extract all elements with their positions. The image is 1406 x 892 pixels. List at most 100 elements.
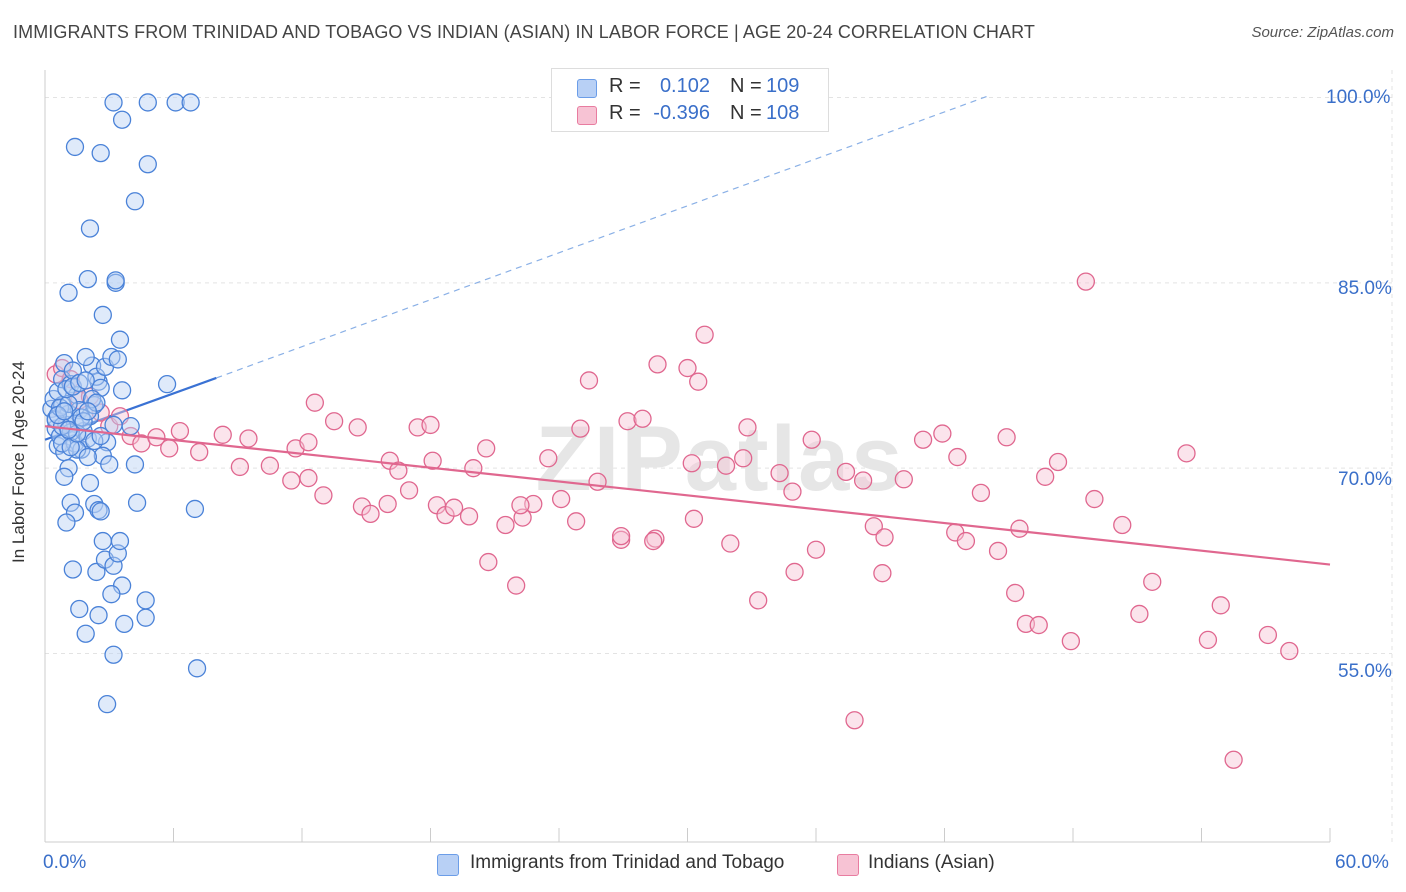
data-point-indian [783, 482, 802, 501]
data-point-trinidad [93, 531, 112, 551]
data-point-indian [988, 541, 1008, 561]
data-point-indian [539, 449, 558, 468]
data-point-trinidad [138, 155, 157, 174]
data-point-trinidad [104, 93, 123, 112]
series-legend-label: Immigrants from Trinidad and Tobago [470, 852, 785, 873]
data-point-indian [1130, 604, 1149, 624]
data-point-trinidad [138, 93, 157, 112]
data-point-indian [299, 468, 318, 488]
data-point-trinidad [108, 350, 127, 369]
y-axis-label: In Labor Force | Age 20-24 [9, 361, 28, 563]
data-point-indian [633, 409, 652, 428]
data-point-indian [644, 531, 663, 551]
data-point-indian [190, 442, 209, 462]
data-point-indian [579, 371, 599, 390]
series-legend-label: Indians (Asian) [868, 852, 995, 873]
data-point-indian [933, 424, 952, 443]
data-point-indian [1113, 515, 1132, 535]
data-point-indian [948, 447, 967, 467]
data-point-indian [864, 517, 883, 536]
series-swatch-blue [437, 854, 459, 876]
data-point-trinidad [78, 269, 97, 289]
data-point-indian [1036, 467, 1055, 486]
data-point-indian [1258, 625, 1278, 645]
series-swatch-pink [837, 854, 859, 876]
legend-r-value: 0.102 [659, 75, 710, 97]
data-point-indian [324, 412, 344, 431]
y-tick-label-85: 85.0% [1338, 278, 1392, 299]
data-point-trinidad [91, 502, 110, 521]
trend-lines [44, 95, 988, 441]
data-point-trinidad [80, 473, 100, 493]
data-point-trinidad [57, 513, 76, 532]
data-point-indian [684, 509, 704, 528]
legend-row-trinidad: R = 0.102 N = 109 [552, 75, 828, 101]
data-point-trinidad [89, 606, 108, 625]
data-point-indian [496, 515, 515, 535]
data-point-indian [459, 507, 479, 526]
data-point-indian [648, 355, 667, 374]
y-tick-label-100: 100.0% [1326, 87, 1391, 108]
data-point-indian [421, 415, 440, 435]
data-point-trinidad [61, 493, 80, 512]
data-point-indian [618, 412, 637, 431]
data-point-indian [695, 325, 714, 344]
legend-r-label: R = [609, 75, 641, 97]
data-point-indian [1211, 596, 1230, 615]
legend-row-indian: R = -0.396 N = 108 [552, 102, 828, 128]
data-point-indian [956, 531, 976, 551]
data-point-trinidad [80, 219, 100, 238]
legend-n-label: N = [730, 102, 762, 124]
data-point-trinidad [63, 560, 82, 579]
data-point-trinidad [76, 371, 95, 390]
data-point-indian [1177, 444, 1196, 463]
data-point-indian [971, 483, 991, 503]
data-point-indian [588, 472, 607, 491]
data-point-indian [1029, 615, 1048, 635]
legend-r-value: -0.396 [653, 102, 710, 124]
data-point-indian [477, 439, 496, 458]
data-point-trinidad [125, 455, 145, 474]
data-point-indian [749, 591, 768, 610]
data-point-indian [423, 451, 442, 470]
data-point-trinidad [136, 608, 155, 627]
data-point-trinidad [76, 347, 95, 367]
data-point-indian [1224, 750, 1243, 769]
data-point-indian [213, 425, 232, 444]
data-point-indian [770, 463, 789, 483]
data-point-indian [314, 486, 333, 505]
data-point-trinidad [125, 192, 145, 211]
data-point-indian [260, 456, 280, 475]
data-point-indian [734, 449, 753, 468]
data-point-indian [299, 433, 318, 452]
data-point-trinidad [136, 591, 155, 610]
data-point-indian [511, 496, 530, 515]
data-point-indian [806, 540, 826, 559]
data-point-indian [785, 562, 804, 582]
legend-n-value: 109 [766, 75, 800, 97]
data-point-trinidad [55, 467, 74, 486]
legend-n-value: 108 [766, 102, 800, 124]
legend-swatch-pink [577, 106, 597, 125]
data-point-indian [1010, 519, 1029, 538]
trend-line-trinidad-extension [216, 95, 988, 379]
source-text: Source: ZipAtlas.com [1251, 24, 1394, 41]
legend-r-label: R = [609, 102, 641, 124]
correlation-legend: R = 0.102 N = 109 R = -0.396 N = 108 [551, 68, 829, 132]
data-point-indian [170, 421, 190, 441]
legend-n-label: N = [730, 75, 762, 97]
data-point-indian [1198, 630, 1218, 650]
data-point-trinidad [181, 93, 200, 112]
data-point-trinidad [91, 143, 110, 163]
data-point-indian [802, 430, 821, 449]
data-point-indian [551, 489, 571, 509]
data-point-trinidad [115, 614, 134, 633]
data-point-trinidad [59, 459, 78, 478]
data-point-indian [845, 711, 864, 730]
data-point-indian [894, 470, 913, 489]
data-point-indian [853, 471, 873, 490]
data-point-indian [1280, 641, 1299, 661]
y-tick-label-70: 70.0% [1338, 469, 1392, 490]
data-point-trinidad [185, 499, 205, 519]
data-point-trinidad [70, 599, 89, 619]
